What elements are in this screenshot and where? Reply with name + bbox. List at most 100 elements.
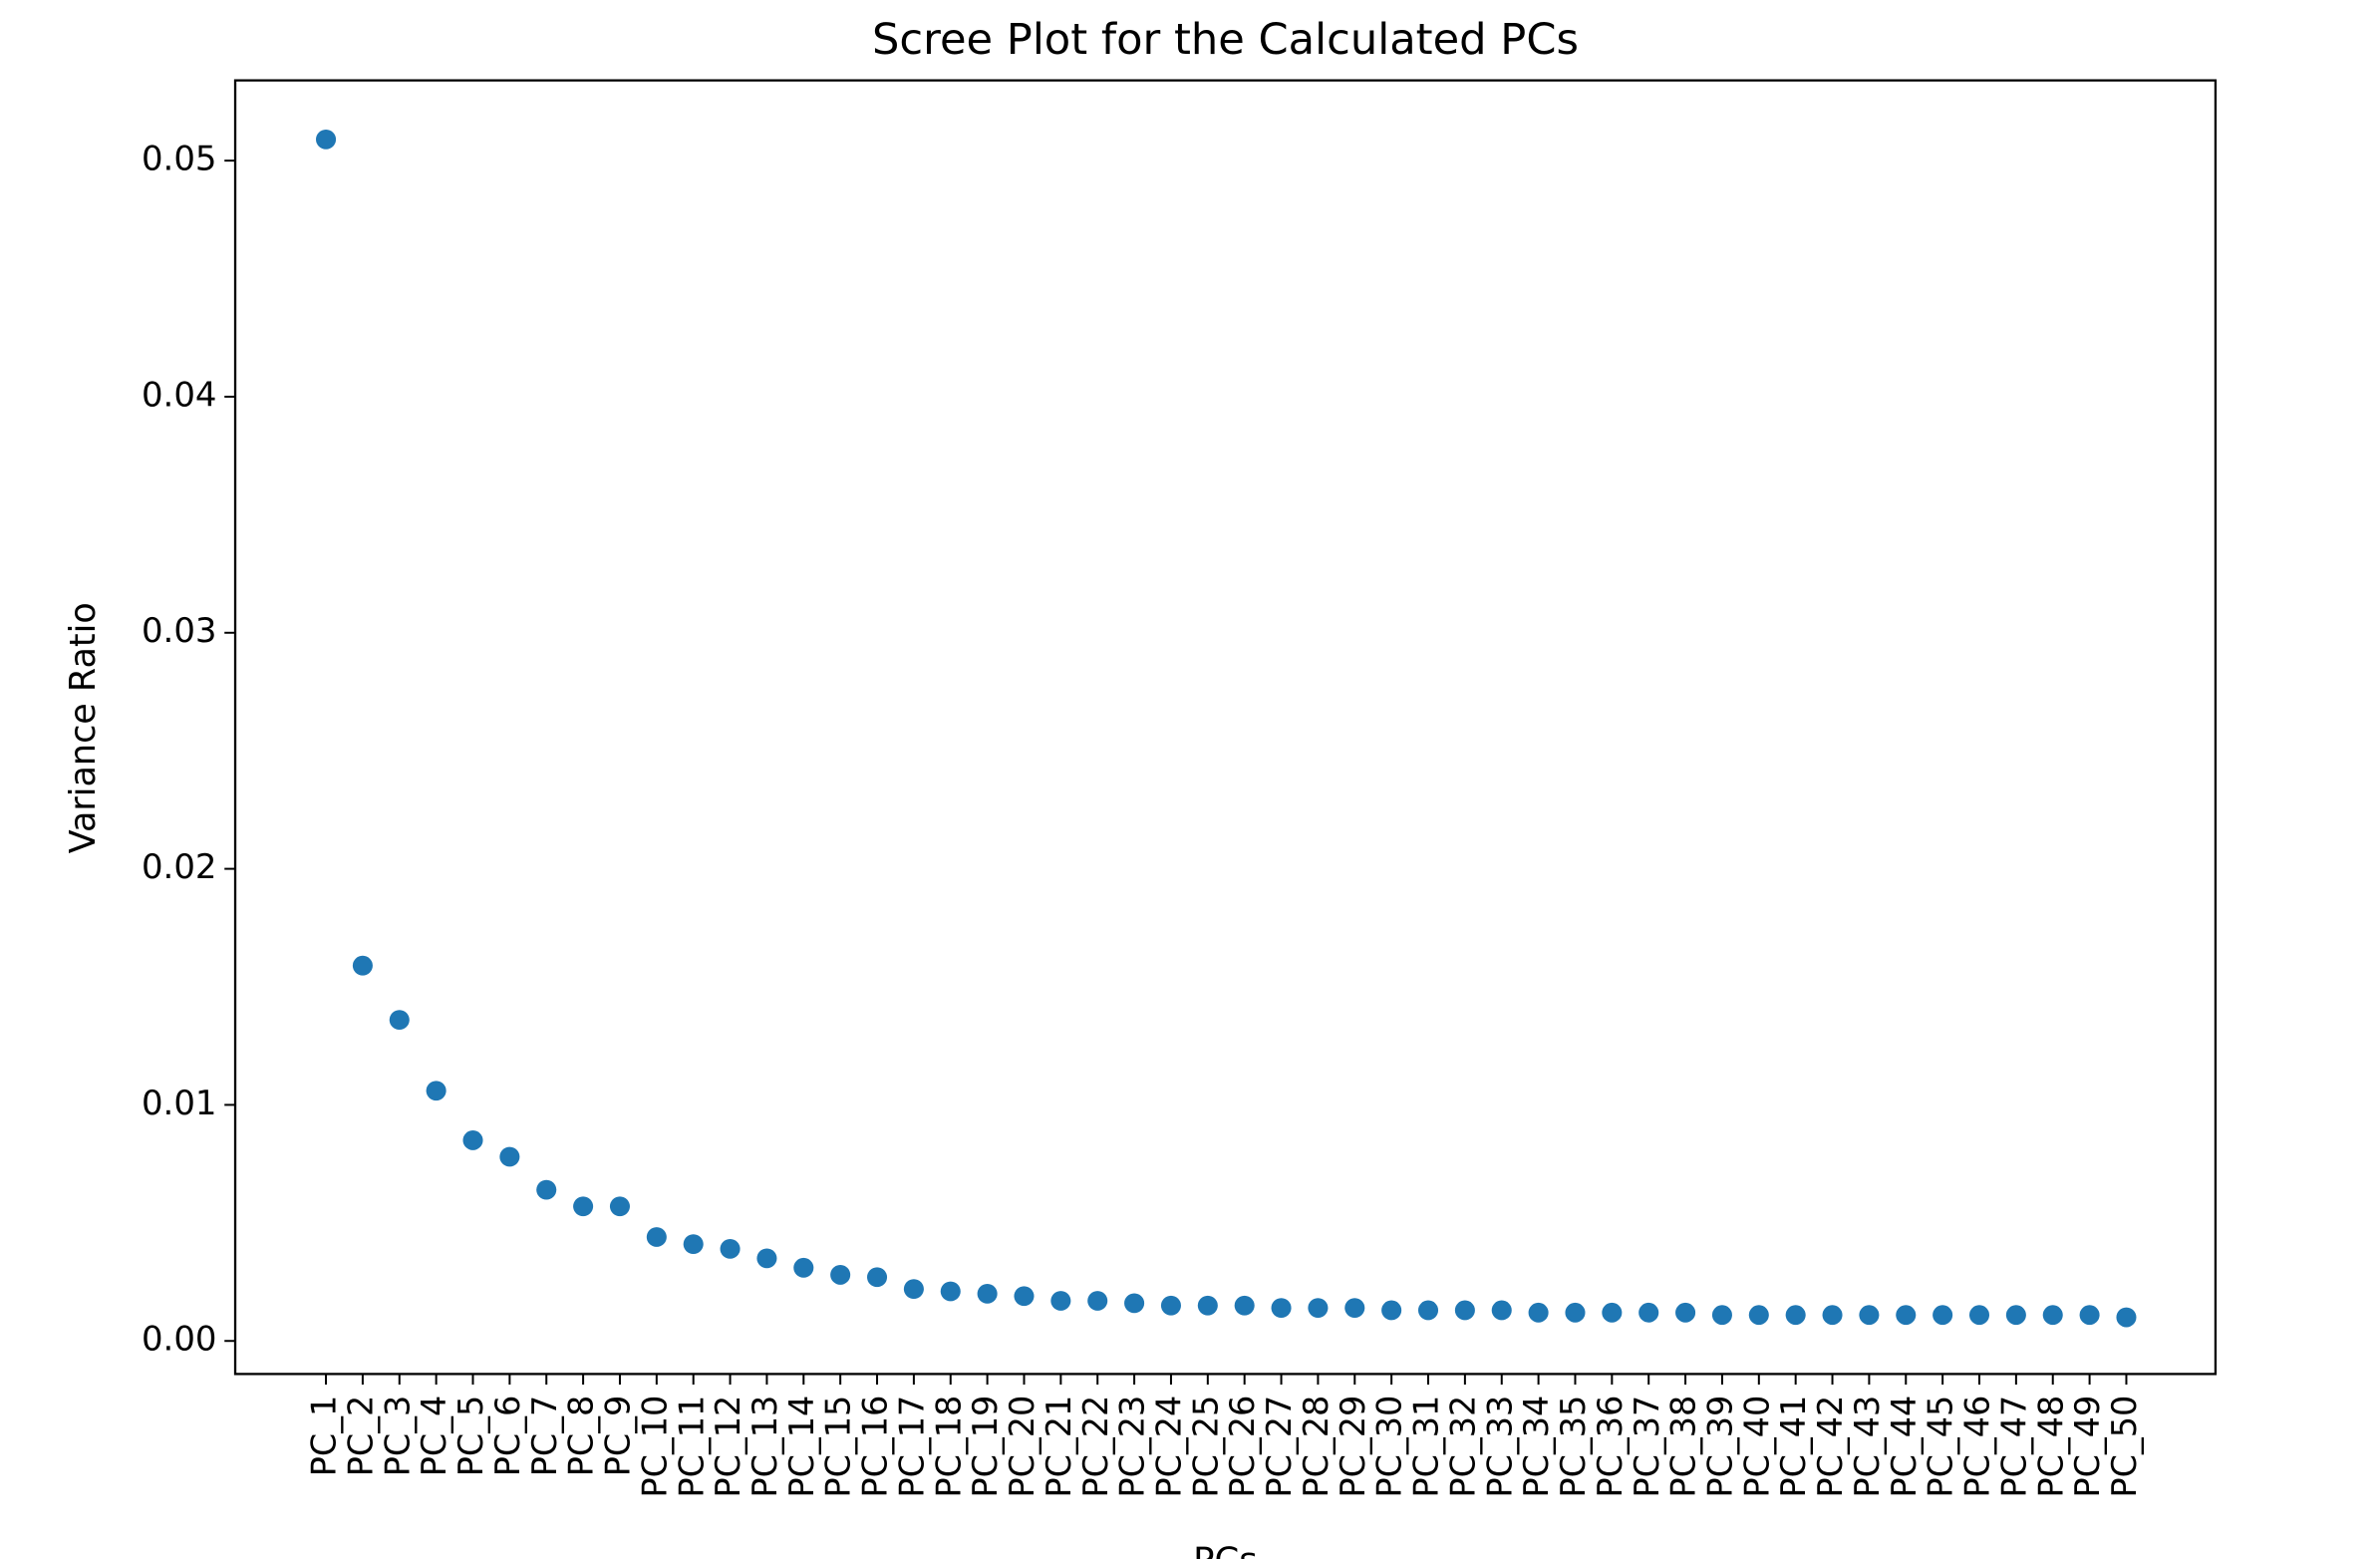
x-tick-label: PC_14	[782, 1396, 821, 1498]
point	[1711, 1305, 1732, 1326]
point	[1528, 1302, 1549, 1323]
point	[1308, 1298, 1329, 1318]
point	[1197, 1295, 1218, 1316]
point	[1381, 1300, 1402, 1321]
x-tick-label: PC_7	[525, 1396, 564, 1477]
point	[646, 1227, 667, 1247]
point	[2079, 1305, 2100, 1326]
x-tick-label: PC_32	[1443, 1396, 1482, 1498]
point	[1565, 1302, 1586, 1323]
point	[793, 1257, 814, 1278]
point	[1050, 1291, 1071, 1311]
point	[1822, 1305, 1843, 1326]
point	[316, 129, 337, 150]
point	[1087, 1291, 1108, 1311]
point	[609, 1196, 630, 1217]
x-tick-label: PC_34	[1517, 1396, 1556, 1498]
y-tick-label: 0.04	[142, 376, 217, 415]
y-tick-label: 0.01	[142, 1084, 217, 1122]
x-tick-label: PC_11	[672, 1396, 711, 1498]
point	[1491, 1300, 1512, 1321]
point	[536, 1179, 557, 1200]
x-tick-label: PC_15	[819, 1396, 858, 1498]
x-tick-label: PC_30	[1369, 1396, 1408, 1498]
x-tick-label: PC_37	[1628, 1396, 1666, 1498]
point	[720, 1238, 741, 1259]
point	[2116, 1307, 2137, 1328]
x-tick-label: PC_50	[2105, 1396, 2144, 1498]
y-axis-label: Variance Ratio	[63, 602, 104, 853]
x-tick-label: PC_6	[488, 1396, 527, 1477]
point	[1454, 1300, 1475, 1321]
x-tick-label: PC_18	[929, 1396, 968, 1498]
x-tick-label: PC_8	[561, 1396, 600, 1477]
point	[1748, 1305, 1769, 1326]
point	[1638, 1302, 1659, 1323]
x-tick-label: PC_38	[1663, 1396, 1702, 1498]
point	[1124, 1293, 1145, 1314]
point	[573, 1196, 594, 1217]
x-axis-label: PCs	[1193, 1540, 1258, 1559]
point	[1675, 1302, 1696, 1323]
point	[1859, 1305, 1880, 1326]
point	[903, 1279, 924, 1300]
x-tick-label: PC_22	[1076, 1396, 1115, 1498]
point	[1160, 1295, 1181, 1316]
x-tick-label: PC_1	[304, 1396, 343, 1477]
point	[1785, 1305, 1806, 1326]
x-tick-label: PC_46	[1957, 1396, 1996, 1498]
y-tick-label: 0.03	[142, 611, 217, 650]
x-tick-label: PC_41	[1774, 1396, 1813, 1498]
x-tick-label: PC_20	[1003, 1396, 1041, 1498]
y-tick-label: 0.00	[142, 1320, 217, 1359]
x-tick-label: PC_9	[598, 1396, 637, 1477]
y-tick-label: 0.05	[142, 140, 217, 178]
point	[499, 1146, 520, 1167]
point	[389, 1010, 410, 1031]
point	[352, 955, 373, 976]
point	[1014, 1286, 1035, 1307]
point	[1417, 1300, 1439, 1321]
y-tick-label: 0.02	[142, 847, 217, 886]
x-tick-label: PC_4	[415, 1396, 453, 1477]
x-tick-label: PC_23	[1112, 1396, 1151, 1498]
x-tick-label: PC_28	[1297, 1396, 1336, 1498]
x-tick-label: PC_2	[341, 1396, 380, 1477]
x-tick-label: PC_3	[378, 1396, 417, 1477]
x-tick-label: PC_40	[1737, 1396, 1776, 1498]
x-tick-label: PC_27	[1260, 1396, 1299, 1498]
point	[1344, 1298, 1365, 1318]
point	[2005, 1305, 2026, 1326]
chart-title: Scree Plot for the Calculated PCs	[872, 15, 1579, 65]
point	[2042, 1305, 2063, 1326]
x-tick-label: PC_44	[1885, 1396, 1924, 1498]
x-tick-label: PC_48	[2031, 1396, 2070, 1498]
x-tick-label: PC_33	[1480, 1396, 1519, 1498]
plot-frame	[233, 79, 2218, 1376]
x-tick-label: PC_21	[1040, 1396, 1078, 1498]
point	[1234, 1295, 1255, 1316]
x-tick-label: PC_17	[892, 1396, 931, 1498]
point	[1896, 1305, 1917, 1326]
point	[1271, 1298, 1292, 1318]
x-tick-label: PC_31	[1406, 1396, 1445, 1498]
point	[830, 1265, 851, 1285]
x-tick-label: PC_47	[1994, 1396, 2033, 1498]
x-tick-label: PC_42	[1811, 1396, 1850, 1498]
point	[1933, 1305, 1953, 1326]
x-tick-label: PC_12	[709, 1396, 747, 1498]
x-tick-label: PC_29	[1334, 1396, 1372, 1498]
point	[1602, 1302, 1623, 1323]
x-tick-label: PC_43	[1848, 1396, 1887, 1498]
point	[462, 1130, 483, 1150]
x-tick-label: PC_13	[745, 1396, 784, 1498]
point	[426, 1081, 446, 1101]
x-tick-label: PC_10	[635, 1396, 674, 1498]
point	[683, 1234, 704, 1255]
point	[866, 1267, 888, 1288]
x-tick-label: PC_26	[1223, 1396, 1262, 1498]
x-tick-label: PC_45	[1921, 1396, 1959, 1498]
